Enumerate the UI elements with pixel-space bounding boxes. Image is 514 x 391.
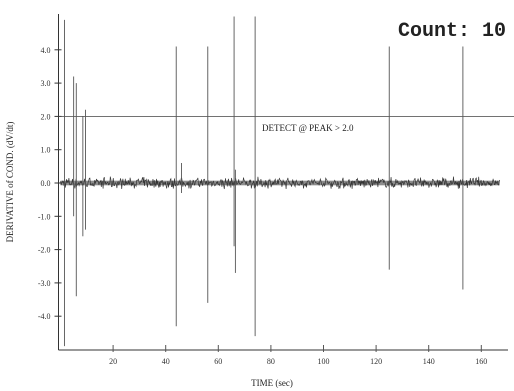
count-value: 10 — [481, 20, 506, 43]
x-axis-label: TIME (sec) — [251, 378, 293, 388]
x-tick-label: 60 — [214, 357, 222, 366]
y-tick-label: -4.0 — [38, 312, 51, 321]
y-tick-label: 3.0 — [41, 79, 51, 88]
x-tick-label: 160 — [475, 357, 487, 366]
plot-area: 4.0 3.0 2.0 1.0 0.0 -1.0 -2.0 -3.0 -4.0 20 40 60 80 1… — [38, 14, 514, 366]
y-tick-label: -2.0 — [38, 246, 51, 255]
x-tick-label: 80 — [267, 357, 275, 366]
y-tick-label: 4.0 — [41, 46, 51, 55]
y-tick-label: -1.0 — [38, 212, 51, 221]
y-tick-label: -3.0 — [38, 279, 51, 288]
signal-core-band — [60, 180, 500, 186]
y-tick-label: 1.0 — [41, 146, 51, 155]
x-tick-label: 40 — [162, 357, 170, 366]
count-label: Count: — [397, 20, 470, 43]
x-tick-label: 140 — [423, 357, 435, 366]
x-tick-label: 20 — [109, 357, 117, 366]
y-tick-label: 2.0 — [41, 112, 51, 121]
y-tick-label: 0.0 — [41, 179, 51, 188]
x-tick-label: 120 — [370, 357, 382, 366]
x-tick-label: 100 — [318, 357, 330, 366]
count-readout: Count: 10 — [398, 20, 506, 43]
y-axis-label: DERIVATIVE of COND. (dV/dt) — [5, 122, 15, 243]
threshold-label: DETECT @ PEAK > 2.0 — [262, 123, 354, 133]
